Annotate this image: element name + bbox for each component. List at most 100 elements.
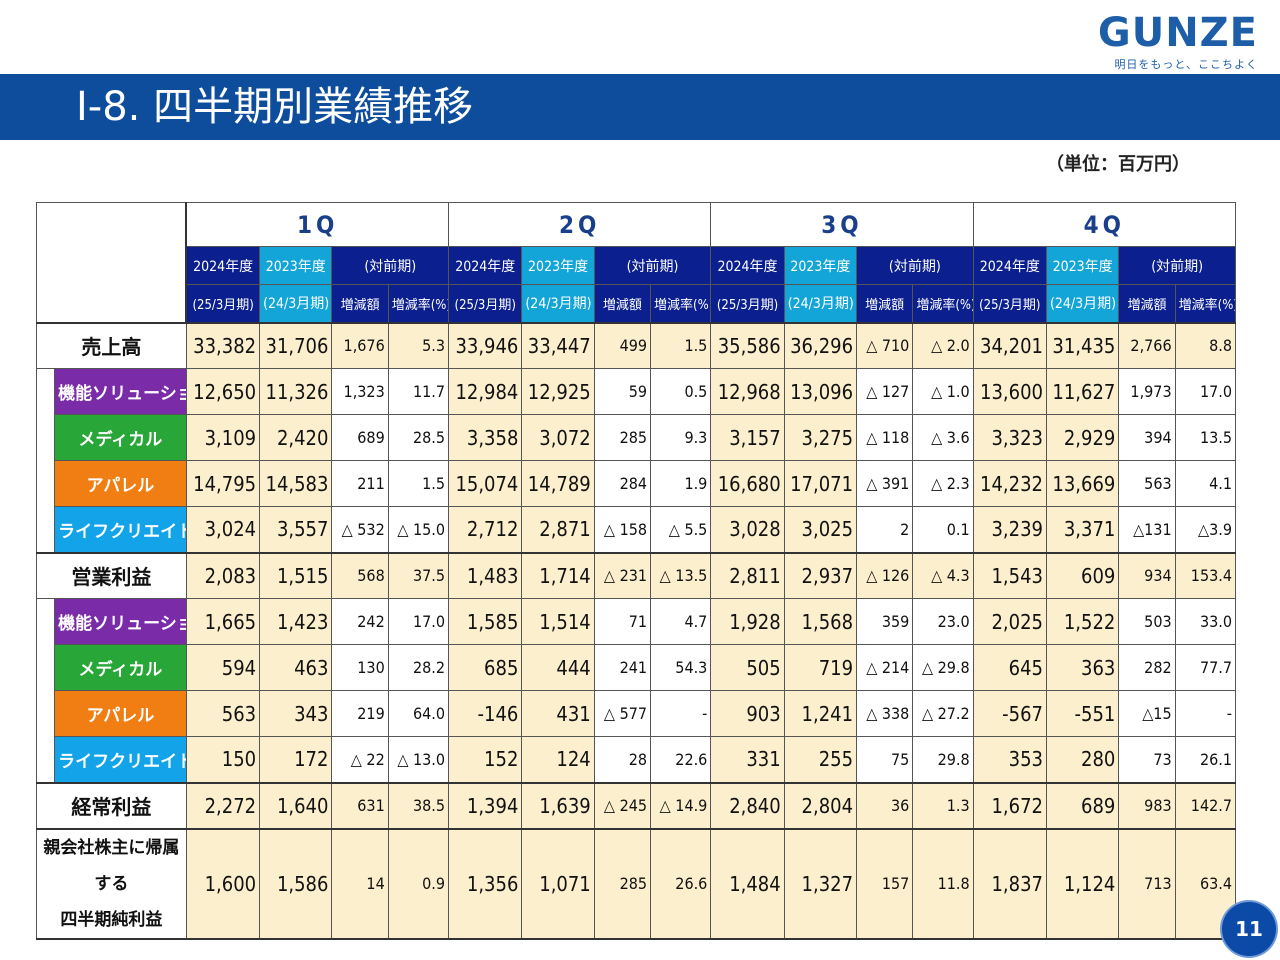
sub-header-row: (25/3月期) (24/3月期) 増減額 増減率(%) (25/3月期) (24/3月期… — [37, 284, 1237, 323]
table-cell: 29.8 — [912, 736, 974, 783]
table-cell: 280 — [1045, 736, 1120, 783]
table-cell: 1,515 — [259, 551, 333, 599]
table-cell: △ 127 — [856, 368, 914, 415]
row-indent — [35, 598, 56, 645]
header-current-period: (25/3月期) — [972, 284, 1047, 323]
table-cell: 285 — [593, 414, 652, 461]
table-cell: △ 577 — [593, 690, 652, 737]
table-cell: 645 — [972, 644, 1047, 691]
table-cell: 0.9 — [387, 827, 450, 940]
table-cell: 499 — [593, 321, 652, 369]
table-cell: 503 — [1118, 598, 1176, 645]
table-cell: 3,072 — [521, 414, 595, 461]
table-cell: -551 — [1045, 690, 1120, 737]
table-cell: 394 — [1118, 414, 1176, 461]
table-cell: 17.0 — [387, 598, 450, 645]
table-cell: 353 — [972, 736, 1047, 783]
table-cell: △131 — [1118, 506, 1176, 553]
row-label-segment: メディカル — [54, 414, 187, 461]
header-rate: 増減率(%) — [1174, 284, 1237, 323]
table-cell: 15,074 — [448, 460, 523, 507]
table-cell: 2,840 — [710, 781, 785, 829]
table-cell: △ 29.8 — [912, 644, 974, 691]
table-cell: 2,811 — [710, 551, 785, 599]
table-cell: 12,968 — [710, 368, 785, 415]
table-cell: 2,929 — [1045, 414, 1120, 461]
table-cell: 1,600 — [185, 827, 261, 940]
table-cell: 12,984 — [448, 368, 523, 415]
table-cell: △ 4.3 — [912, 551, 974, 599]
table-cell: 3,157 — [710, 414, 785, 461]
row-label-segment: ライフクリエイト — [54, 736, 187, 783]
table-cell: 17.0 — [1174, 368, 1237, 415]
table-cell: 1,672 — [972, 781, 1047, 829]
table-cell: 1,241 — [783, 690, 858, 737]
header-current-year: 2024年度 — [185, 246, 261, 285]
table-cell: 255 — [783, 736, 858, 783]
table-cell: 343 — [259, 690, 333, 737]
header-diff: 増減額 — [1118, 284, 1176, 323]
table-row: ライフクリエイト 150 172 △ 22 △ 13.0 152 124 28 22.6 331 2… — [35, 736, 1237, 783]
page-number-badge: 11 — [1222, 902, 1276, 956]
table-cell: 54.3 — [650, 644, 712, 691]
table-cell: 3,275 — [783, 414, 858, 461]
table-cell: 16,680 — [710, 460, 785, 507]
table-cell: 64.0 — [387, 690, 450, 737]
table-cell: 284 — [593, 460, 652, 507]
row-label-main: 経常利益 — [36, 781, 187, 829]
row-label-line-2: 四半期純利益 — [60, 909, 163, 930]
table-cell: 1,543 — [972, 551, 1047, 599]
table-cell: 4.1 — [1174, 460, 1237, 507]
table-cell: 1,514 — [521, 598, 595, 645]
table-cell: 1,585 — [448, 598, 523, 645]
table-row: アパレル 563 343 219 64.0 -146 431 △ 577-903 1,241 △ … — [35, 690, 1237, 737]
table-cell: △ 14.9 — [650, 781, 712, 829]
table-cell: 1,327 — [783, 827, 858, 940]
table-cell: 563 — [185, 690, 261, 737]
row-label-segment: アパレル — [54, 690, 187, 737]
header-rate: 増減率(%) — [387, 284, 450, 323]
table-cell: 2,937 — [783, 551, 858, 599]
table-cell: 331 — [710, 736, 785, 783]
table-cell: 2,083 — [185, 551, 261, 599]
table-cell: 28 — [593, 736, 652, 783]
table-cell: 1.9 — [650, 460, 712, 507]
row-indent — [35, 644, 56, 691]
table-cell: △ 15.0 — [387, 506, 450, 553]
header-rate: 増減率(%) — [912, 284, 974, 323]
table-cell: 0.5 — [650, 368, 712, 415]
table-cell: △ 13.5 — [650, 551, 712, 599]
table-cell: 242 — [331, 598, 389, 645]
table-cell: 903 — [710, 690, 785, 737]
table-cell: △ 3.6 — [912, 414, 974, 461]
table-cell: 1,071 — [521, 827, 595, 940]
table-cell: △ 245 — [593, 781, 652, 829]
header-previous-period: (24/3月期) — [783, 284, 858, 323]
table-cell: 1,124 — [1045, 827, 1120, 940]
table-cell: 241 — [593, 644, 652, 691]
row-label-main: 営業利益 — [36, 551, 187, 599]
table-cell: 1.5 — [387, 460, 450, 507]
table-cell: 1,568 — [783, 598, 858, 645]
table-cell: 33,382 — [185, 321, 261, 369]
table-cell: 505 — [710, 644, 785, 691]
row-label-net-income: 親会社株主に帰属する 四半期純利益 — [36, 827, 187, 940]
header-current-year: 2024年度 — [972, 246, 1047, 285]
table-row: メディカル 594 463 130 28.2 685 444 241 54.3 505 719 △ 2… — [35, 644, 1237, 691]
table-cell: 1,676 — [331, 321, 389, 369]
header-current-year: 2024年度 — [710, 246, 785, 285]
table-cell: 36 — [856, 781, 914, 829]
table-cell: 34,201 — [972, 321, 1047, 369]
table-cell: 689 — [331, 414, 389, 461]
header-previous-year: 2023年度 — [783, 246, 858, 285]
header-previous-period: (24/3月期) — [521, 284, 595, 323]
row-indent — [35, 736, 56, 783]
quarter-header-3q: 3Q — [710, 202, 974, 247]
table-cell: 568 — [331, 551, 389, 599]
table-row: 親会社株主に帰属する 四半期純利益 1,600 1,586 14 0.9 1,356 1,07… — [36, 827, 1237, 940]
table-cell: 1,665 — [185, 598, 261, 645]
unit-label: （単位：百万円） — [1046, 154, 1190, 175]
table-cell: 152 — [448, 736, 523, 783]
table-cell: 11.8 — [912, 827, 974, 940]
table-cell: 2,766 — [1118, 321, 1176, 369]
